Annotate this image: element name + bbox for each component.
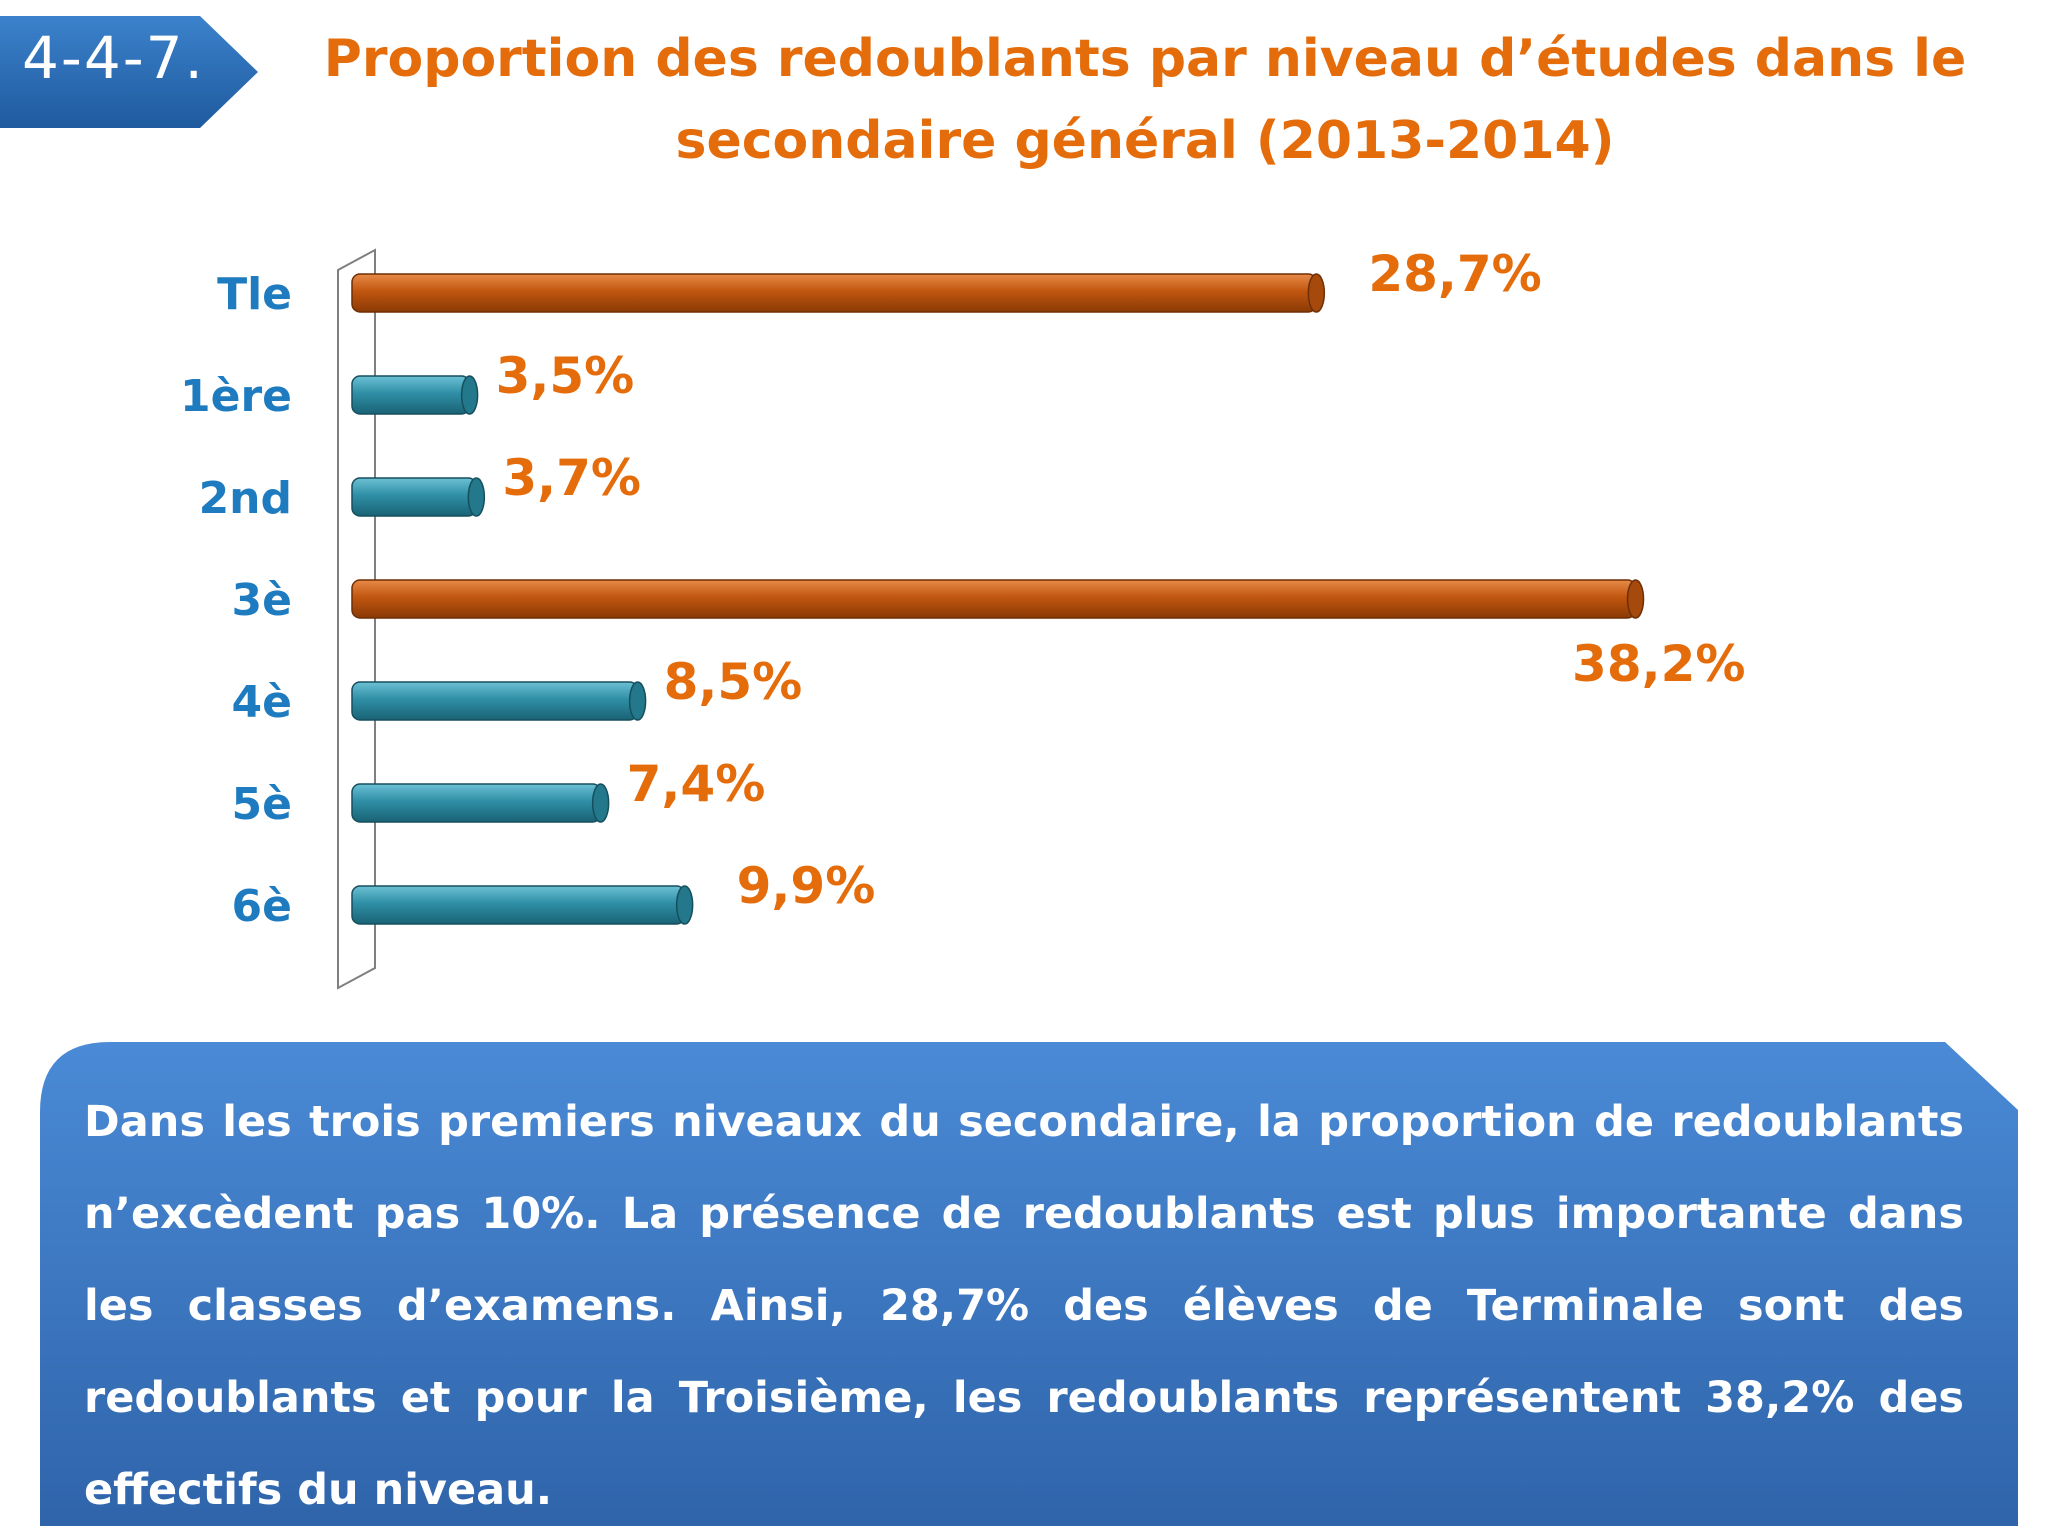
value-label: 28,7%	[1368, 245, 1541, 303]
value-label: 8,5%	[664, 653, 803, 711]
bar	[351, 375, 471, 415]
section-number: 4-4-7.	[22, 24, 205, 92]
category-label: Tle	[217, 269, 292, 320]
category-label: 6è	[232, 881, 292, 932]
bar-end-cap	[467, 477, 486, 517]
bars-group: Tle 28,7% 1ère 3,5% 2nd 3,7% 3è 38,2% 4è 8,5% 5è 7,…	[180, 245, 1746, 932]
category-label: 4è	[232, 677, 292, 728]
bar-end-cap	[1307, 273, 1326, 313]
bar	[351, 681, 639, 721]
bar	[351, 477, 478, 517]
value-label: 3,5%	[496, 347, 635, 405]
bar-chart: Tle 28,7% 1ère 3,5% 2nd 3,7% 3è 38,2% 4è 8,5% 5è 7,…	[180, 245, 1746, 990]
category-label: 5è	[232, 779, 292, 830]
value-label: 38,2%	[1572, 635, 1745, 693]
section-badge	[0, 16, 258, 128]
category-label: 2nd	[199, 473, 292, 524]
bar-end-cap	[591, 783, 610, 823]
bar	[351, 885, 686, 925]
value-label: 7,4%	[627, 755, 766, 813]
bar	[351, 579, 1637, 619]
bar-end-cap	[460, 375, 479, 415]
category-label: 1ère	[180, 371, 292, 422]
category-label: 3è	[232, 575, 292, 626]
bar	[351, 783, 602, 823]
bar-end-cap	[675, 885, 694, 925]
value-label: 3,7%	[502, 449, 641, 507]
bar-end-cap	[628, 681, 647, 721]
chart-title: Proportion des redoublants par niveau d’…	[323, 29, 1967, 171]
chart-axis-wall	[337, 248, 376, 990]
value-label: 9,9%	[737, 857, 876, 915]
bar-end-cap	[1626, 579, 1645, 619]
note-box	[40, 1042, 2018, 1526]
note-text: Dans les trois premiers niveaux du secon…	[84, 1097, 1964, 1515]
bar	[351, 273, 1318, 313]
